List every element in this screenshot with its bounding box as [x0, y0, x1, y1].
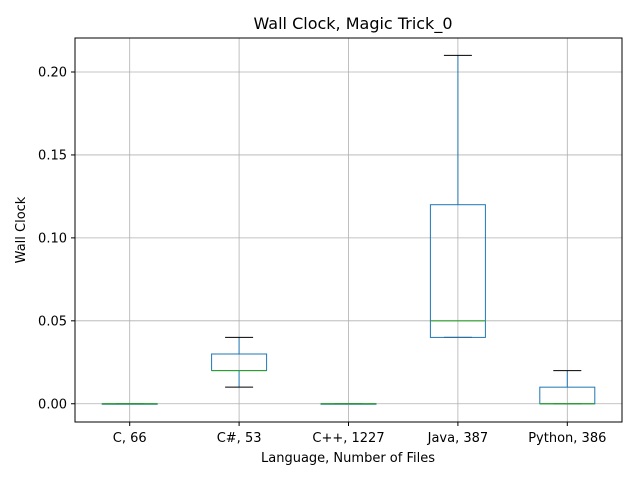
y-axis-label: Wall Clock: [14, 196, 29, 263]
y-tick-label: 0.15: [38, 148, 67, 163]
x-tick-label: Python, 386: [528, 431, 606, 446]
y-tick-label: 0.20: [38, 66, 67, 81]
x-tick-label: C++, 1227: [312, 431, 384, 446]
boxes: [101, 54, 596, 405]
box-group: [539, 370, 596, 405]
box-group: [429, 54, 486, 338]
grid-lines: [75, 38, 622, 422]
y-tick-label: 0.05: [38, 314, 67, 329]
box-group: [320, 403, 377, 405]
y-tick-label: 0.10: [38, 231, 67, 246]
box-group: [211, 336, 268, 388]
chart-title: Wall Clock, Magic Trick_0: [254, 14, 453, 34]
axis-ticks: 0.00 0.05 0.10 0.15 0.20 C, 66 C#, 53 C++, 1227…: [38, 66, 606, 446]
x-axis-label: Language, Number of Files: [261, 451, 435, 466]
iqr-box: [429, 204, 486, 338]
y-tick-label: 0.00: [38, 397, 67, 412]
x-tick-label: C#, 53: [217, 431, 262, 446]
x-tick-label: C, 66: [113, 431, 147, 446]
box-group: [101, 403, 158, 405]
x-tick-label: Java, 387: [427, 431, 489, 446]
